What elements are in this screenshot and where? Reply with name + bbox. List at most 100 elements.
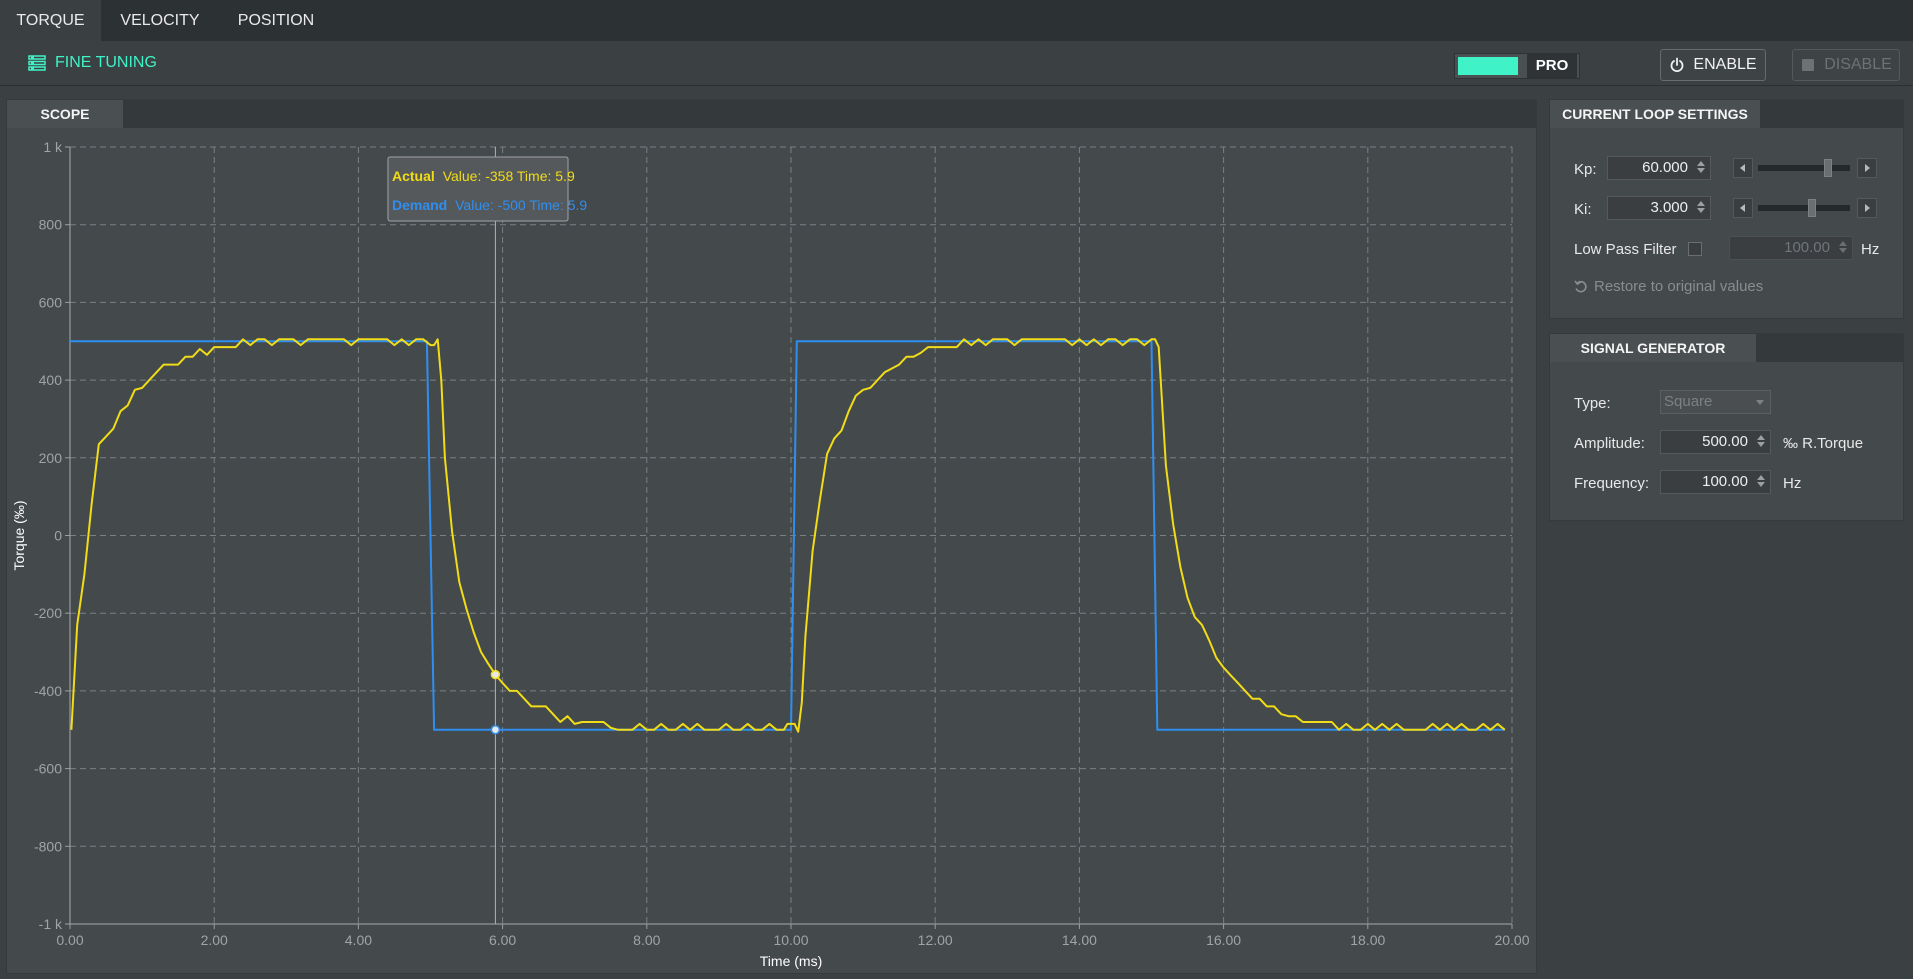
- series-line-actual: [70, 338, 1506, 733]
- chevron-right-icon: [1865, 204, 1870, 212]
- frequency-label: Frequency:: [1574, 475, 1650, 492]
- x-tick-label: 20.00: [1494, 932, 1529, 948]
- frequency-stepper[interactable]: [1755, 473, 1767, 491]
- tooltip-demand-name: Demand: [392, 197, 447, 213]
- kp-stepper[interactable]: [1695, 159, 1707, 177]
- toolbar: FINE TUNING PRO ENABLE DISABLE: [0, 41, 1913, 86]
- x-tick-label: 10.00: [773, 932, 808, 948]
- frequency-value: 100.00: [1702, 473, 1748, 490]
- kp-label: Kp:: [1574, 161, 1597, 178]
- chevron-down-icon: [1756, 400, 1764, 405]
- fine-tuning-label: FINE TUNING: [55, 54, 157, 71]
- kp-value: 60.000: [1642, 159, 1688, 176]
- kp-decrease-button[interactable]: [1733, 158, 1753, 178]
- low-pass-filter-unit: Hz: [1861, 241, 1880, 258]
- undo-icon: [1574, 280, 1587, 292]
- ki-slider-thumb[interactable]: [1807, 199, 1816, 217]
- amplitude-stepper[interactable]: [1755, 433, 1767, 451]
- y-tick-label: -600: [34, 761, 62, 777]
- x-tick-label: 16.00: [1206, 932, 1241, 948]
- tooltip-actual-name: Actual: [392, 168, 435, 184]
- tab-position[interactable]: POSITION: [237, 12, 315, 29]
- x-tick-label: 12.00: [918, 932, 953, 948]
- amplitude-value: 500.00: [1702, 433, 1748, 450]
- kp-slider-thumb[interactable]: [1823, 159, 1832, 177]
- kp-increase-button[interactable]: [1857, 158, 1877, 178]
- y-tick-label: 400: [39, 372, 63, 388]
- tooltip-actual-text: Value: -358 Time: 5.9: [443, 168, 575, 184]
- y-tick-label: -800: [34, 838, 62, 854]
- current-loop-tab[interactable]: CURRENT LOOP SETTINGS: [1550, 100, 1760, 128]
- ki-value: 3.000: [1650, 199, 1688, 216]
- low-pass-filter-value: 100.00: [1784, 239, 1830, 256]
- signal-generator-header: SIGNAL GENERATOR: [1550, 334, 1903, 362]
- x-tick-label: 2.00: [201, 932, 228, 948]
- type-select[interactable]: Square: [1660, 390, 1771, 414]
- series-line-demand: [70, 340, 1505, 731]
- enable-label: ENABLE: [1693, 56, 1757, 73]
- kp-input[interactable]: 60.000: [1607, 156, 1711, 180]
- restore-label: Restore to original values: [1594, 278, 1764, 295]
- tooltip-demand-text: Value: -500 Time: 5.9: [455, 197, 587, 213]
- scope-panel-header: SCOPE: [7, 100, 1536, 128]
- restore-original-values-button[interactable]: Restore to original values: [1574, 278, 1763, 295]
- power-icon: [1671, 57, 1684, 72]
- low-pass-filter-checkbox[interactable]: [1688, 242, 1702, 256]
- y-tick-label: 200: [39, 450, 63, 466]
- amplitude-input[interactable]: 500.00: [1660, 430, 1771, 454]
- tab-torque[interactable]: TORQUE: [0, 0, 101, 41]
- y-tick-label: -200: [34, 605, 62, 621]
- low-pass-filter-input[interactable]: 100.00: [1729, 236, 1853, 260]
- ki-decrease-button[interactable]: [1733, 198, 1753, 218]
- chevron-left-icon: [1740, 164, 1745, 172]
- disable-button[interactable]: DISABLE: [1792, 49, 1900, 81]
- amplitude-unit: ‰ R.Torque: [1783, 435, 1864, 452]
- torque-chart[interactable]: 1 k 800 600 400 200 0 -200 -400 -600 -800 -1 k 0.0…: [7, 100, 1536, 973]
- tab-velocity[interactable]: VELOCITY: [120, 12, 200, 29]
- ki-increase-button[interactable]: [1857, 198, 1877, 218]
- scope-panel: SCOPE 1 k 800 600 400 200 0 -200 -400 -600 -800 -1…: [6, 99, 1537, 974]
- y-tick-label: -1 k: [39, 916, 63, 932]
- x-tick-label: 18.00: [1350, 932, 1385, 948]
- kp-slider[interactable]: [1758, 159, 1850, 177]
- disable-label: DISABLE: [1824, 56, 1892, 73]
- pro-label: PRO: [1527, 54, 1577, 78]
- fine-tuning-button[interactable]: FINE TUNING: [28, 52, 157, 74]
- scope-tab[interactable]: SCOPE: [7, 100, 123, 128]
- ki-input[interactable]: 3.000: [1607, 196, 1711, 220]
- cursor-point-actual: [490, 669, 501, 680]
- ki-slider[interactable]: [1758, 199, 1850, 217]
- ki-stepper[interactable]: [1695, 199, 1707, 217]
- chart-tooltip: Actual Value: -358 Time: 5.9 Demand Valu…: [387, 156, 587, 222]
- tuning-icon: [28, 55, 46, 71]
- pro-toggle[interactable]: PRO: [1454, 53, 1580, 79]
- enable-button[interactable]: ENABLE: [1660, 49, 1766, 81]
- x-tick-label: 8.00: [633, 932, 660, 948]
- x-tick-label: 4.00: [345, 932, 372, 948]
- x-tick-label: 6.00: [489, 932, 516, 948]
- stop-icon: [1802, 59, 1815, 71]
- chart-grid: [65, 146, 1513, 929]
- signal-generator-panel: SIGNAL GENERATOR Type: Square Amplitude:…: [1549, 333, 1904, 521]
- current-loop-header: CURRENT LOOP SETTINGS: [1550, 100, 1903, 128]
- type-value: Square: [1664, 393, 1713, 410]
- low-pass-filter-label: Low Pass Filter: [1574, 241, 1677, 258]
- chevron-right-icon: [1865, 164, 1870, 172]
- y-tick-label: 800: [39, 217, 63, 233]
- frequency-unit: Hz: [1783, 475, 1802, 492]
- chart-series: [70, 338, 1506, 733]
- y-tick-label: -400: [34, 683, 62, 699]
- y-axis-label: Torque (‰): [11, 500, 27, 570]
- low-pass-filter-stepper[interactable]: [1837, 239, 1849, 257]
- chevron-left-icon: [1740, 204, 1745, 212]
- y-tick-label: 1 k: [43, 139, 63, 155]
- x-axis-label: Time (ms): [760, 953, 822, 969]
- amplitude-label: Amplitude:: [1574, 435, 1645, 452]
- ki-label: Ki:: [1574, 201, 1592, 218]
- chart-cursor: [490, 147, 501, 924]
- y-tick-labels: 1 k 800 600 400 200 0 -200 -400 -600 -800 -1 k: [34, 139, 63, 932]
- signal-generator-tab[interactable]: SIGNAL GENERATOR: [1550, 334, 1756, 362]
- x-tick-label: 0.00: [56, 932, 83, 948]
- mode-tabs: TORQUE VELOCITY POSITION: [0, 0, 1913, 41]
- frequency-input[interactable]: 100.00: [1660, 470, 1771, 494]
